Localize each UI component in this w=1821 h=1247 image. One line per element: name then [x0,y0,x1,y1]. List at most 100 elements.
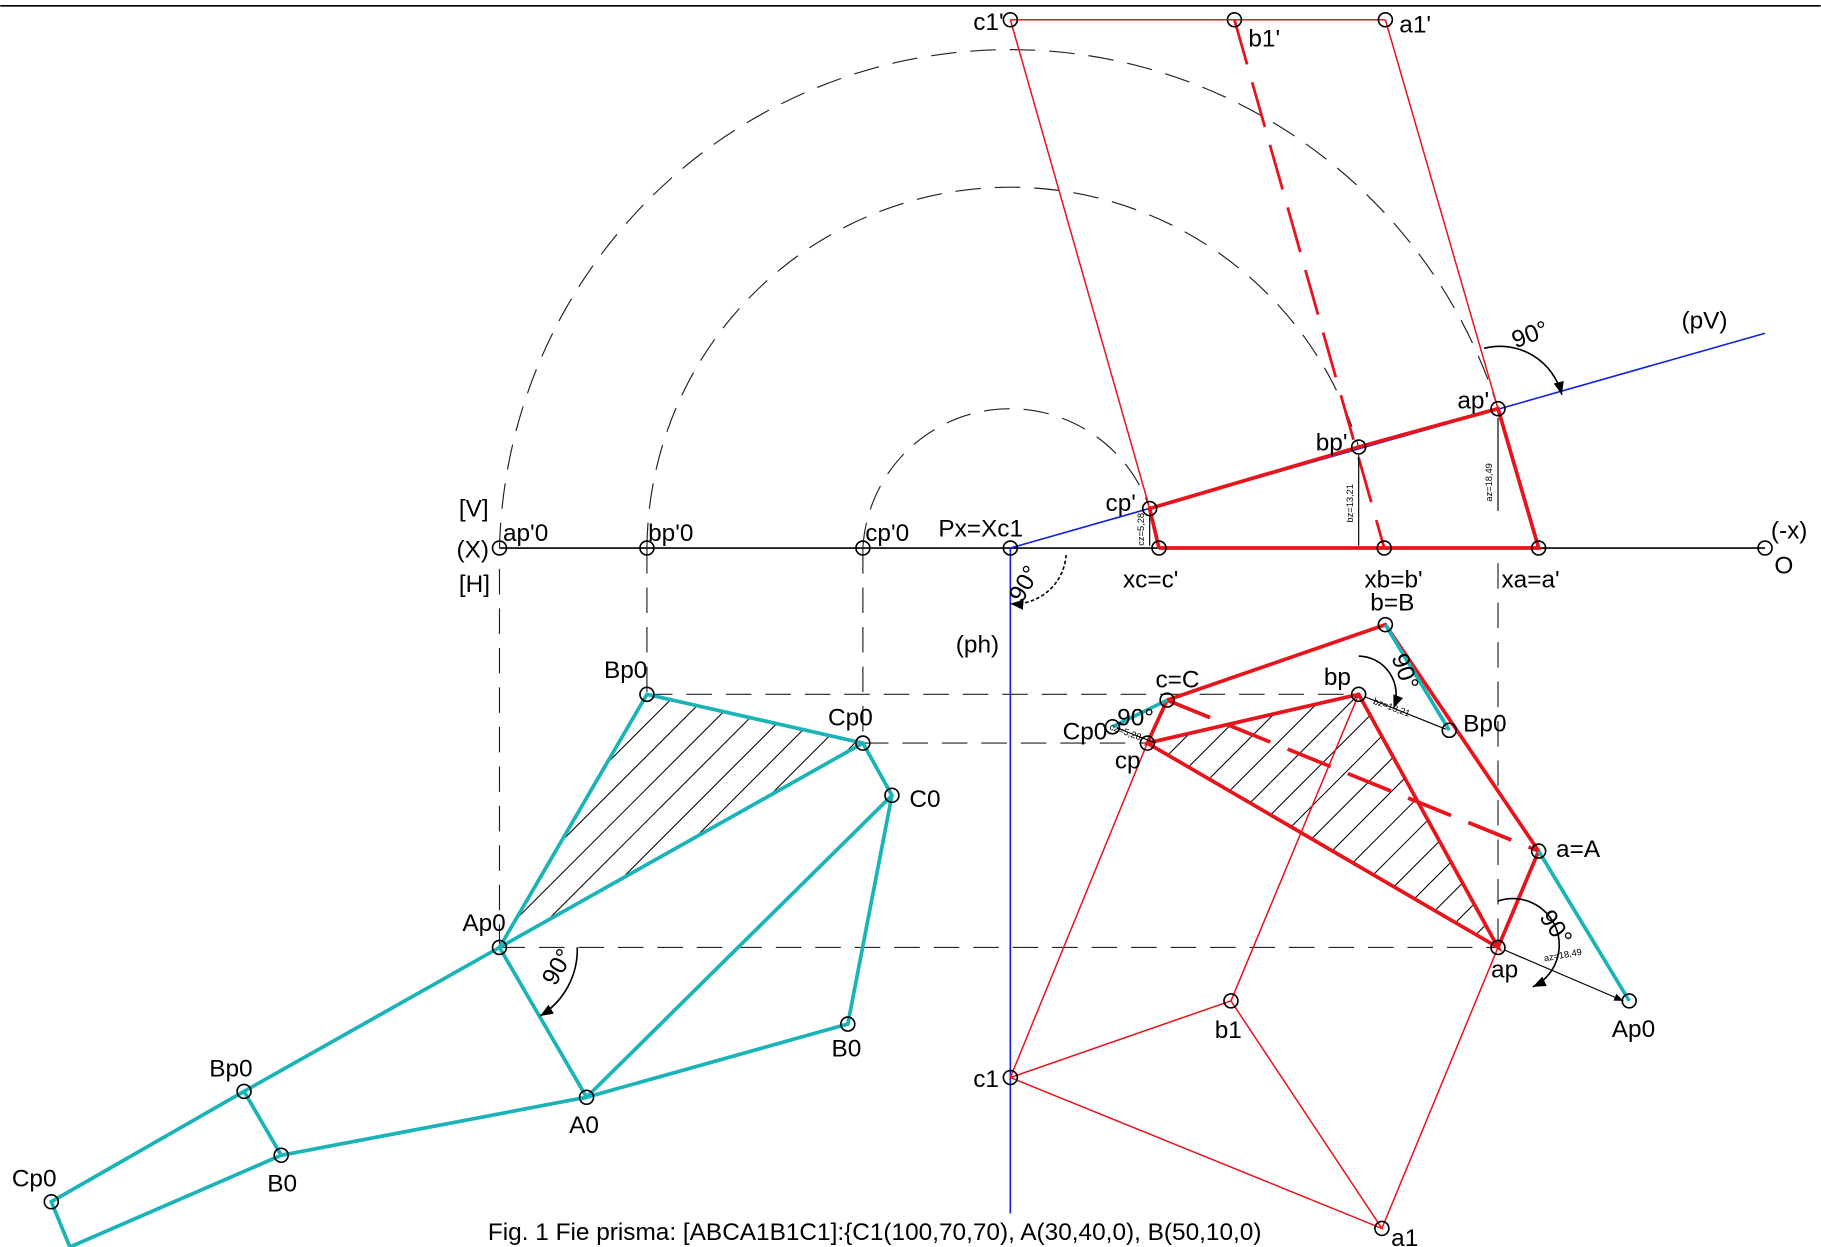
point [491,540,508,556]
hatch-line [0,116,409,1247]
hatch-line [1556,116,1821,1247]
hatch-line [499,694,702,948]
hatch-line [1360,694,1499,948]
point [1002,540,1019,556]
hatch-line [1198,694,1499,948]
hatch-line [1491,116,1821,1247]
hatch-line [1556,116,1821,1247]
point [236,1083,252,1100]
point [1377,11,1394,28]
hatch-line [1295,694,1499,948]
hatch-line [1524,116,1821,1247]
hatch-line [1686,116,1821,1247]
point-label: Cp0 [1063,719,1108,746]
dimension-label: az=18,49 [1543,947,1583,964]
point-label: A0 [569,1112,599,1139]
point-label: [V] [459,496,489,523]
dimension-label: bz=13,21 [1372,696,1411,719]
point-label: a1' [1399,12,1431,39]
hatch-line [0,116,116,1247]
point-label: b=B [1370,590,1414,617]
rebatment [1111,623,1631,1002]
hatch-line [0,116,962,1247]
hatch-line [499,694,863,948]
hatch-line [0,116,214,1247]
point-label: O [1774,553,1793,580]
point-label: c1 [973,1066,999,1093]
edge [1009,19,1151,509]
hatch-line [1147,694,1499,948]
hatch-line [1133,116,1821,1247]
hatch-line [1147,694,1499,948]
point [1757,540,1773,556]
angle [539,947,579,1017]
point [855,735,871,751]
hatch-line [1147,694,1499,948]
point-label: cp' [1106,490,1136,517]
hatch-line [0,116,506,1247]
point [1377,616,1394,633]
point-label: bp'0 [648,520,693,547]
hatch-line [499,694,863,948]
labels: c1' b1' a1' (pV) 90° ap' bp' cp' [V] (X) [H] ap'0 bp… [12,9,1808,1247]
hatch-line [0,116,149,1247]
point [1490,400,1506,417]
hatch-line [1719,116,1821,1247]
hatch-line [499,694,863,948]
point-label: 90° [1386,650,1424,694]
hatch-line [1589,116,1821,1247]
hidden-edge [1166,698,1540,853]
point [1441,722,1458,739]
hatch-line [547,694,863,948]
point [855,540,871,556]
edge [1384,19,1499,409]
point [1530,843,1547,859]
hatch-line [0,116,149,1247]
hatch-line [1654,116,1821,1247]
hatch-line [0,116,669,1247]
point [1490,939,1506,956]
hatch-line [938,116,1821,1247]
point [1223,993,1239,1009]
hatch-line [1036,116,1821,1247]
hatch-line [499,694,863,948]
hatch-line [1147,694,1450,948]
hatch-line [1147,694,1499,948]
hatch-line [1490,694,1499,948]
point [1139,735,1156,751]
point [1151,540,1167,556]
point [1530,540,1547,556]
angle [1358,655,1404,709]
hatch-line [499,694,863,948]
hatch-line [1147,694,1499,948]
dimension-label: az=18,49 [1484,463,1494,501]
point-label: xa=a' [1501,567,1559,594]
point-label: Ap0 [1612,1016,1655,1043]
hatch-line [1147,694,1288,948]
hatch-line [499,694,572,948]
point-label: b1 [1215,1017,1242,1044]
hatch-line [0,116,409,1247]
hatch-line [0,116,311,1247]
hatch-line [0,116,1027,1247]
point-label: (ph) [956,632,999,659]
hatch-line [1524,116,1821,1247]
hatch-line [499,694,863,948]
point-label: ap [1491,957,1518,984]
hatch-line [0,116,214,1247]
projection-lines [498,548,1499,949]
point-label: ap' [1457,388,1489,415]
point-label: c1' [973,9,1003,36]
hatch-line [0,116,636,1247]
hatch-line [499,694,863,948]
point-label: cp'0 [865,520,909,547]
hatch-line [499,694,863,948]
point-label: 90° [1534,905,1577,951]
hatch-line [0,116,864,1247]
angle [1010,554,1067,610]
hatch-line [1165,694,1499,948]
hatch-line [0,116,571,1247]
hatch-line [1147,694,1499,948]
hatch-line [1147,694,1499,948]
